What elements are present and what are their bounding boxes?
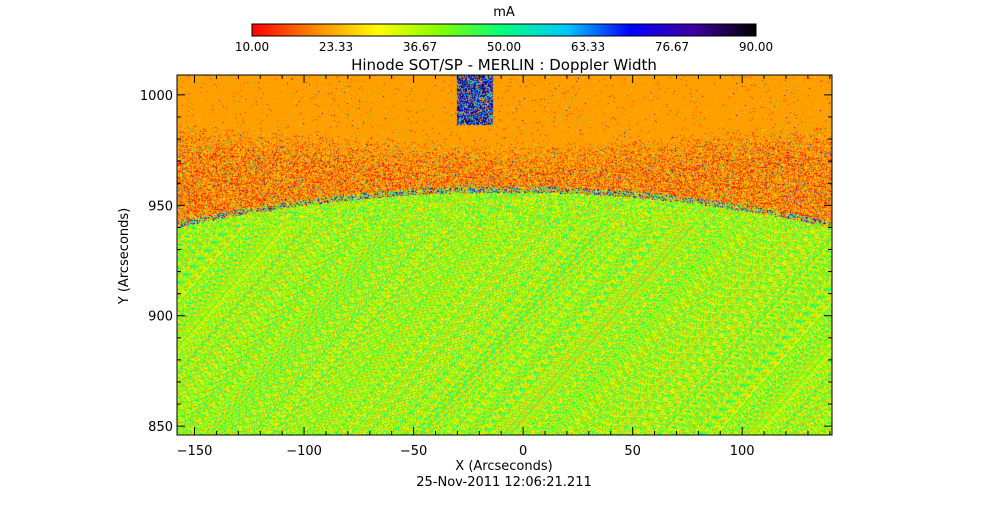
y-tick-label: 900 <box>148 310 173 325</box>
y-axis-ticks: 850 900 950 1000 <box>140 89 832 435</box>
x-tick-label: −50 <box>400 444 427 459</box>
colorbar-tick-label: 76.67 <box>655 40 689 54</box>
x-tick-label: 0 <box>519 444 527 459</box>
colorbar-unit: mA <box>493 5 515 20</box>
y-axis-label: Y (Arcseconds) <box>117 208 132 305</box>
colorbar-tick-label: 36.67 <box>403 40 437 54</box>
y-tick-label: 950 <box>148 199 173 214</box>
y-tick-label: 1000 <box>140 89 173 104</box>
y-tick-label: 850 <box>148 420 173 435</box>
plot-area: −150 −100 −50 0 50 100 850 900 950 1000 <box>140 74 833 459</box>
heatmap-image <box>177 75 832 435</box>
x-tick-label: −150 <box>177 444 213 459</box>
colorbar-tick-label: 90.00 <box>739 40 773 54</box>
chart-title: Hinode SOT/SP - MERLIN : Doppler Width <box>351 56 657 74</box>
colorbar-tick-label: 23.33 <box>319 40 353 54</box>
colorbar: mA 10.00 23.33 36.67 50.00 63.33 76.67 90.00 <box>235 5 773 54</box>
x-axis-ticks: −150 −100 −50 0 50 100 <box>177 75 831 459</box>
x-tick-label: 50 <box>624 444 641 459</box>
x-axis-label: X (Arcseconds) <box>455 459 552 474</box>
timestamp-label: 25-Nov-2011 12:06:21.211 <box>416 475 592 490</box>
colorbar-ticks: 10.00 23.33 36.67 50.00 63.33 76.67 90.00 <box>235 40 773 54</box>
plot-frame <box>176 74 833 436</box>
colorbar-gradient <box>251 23 757 37</box>
colorbar-tick-label: 10.00 <box>235 40 269 54</box>
colorbar-tick-label: 63.33 <box>571 40 605 54</box>
colorbar-tick-label: 50.00 <box>487 40 521 54</box>
x-tick-label: 100 <box>730 444 755 459</box>
x-tick-label: −100 <box>286 444 322 459</box>
